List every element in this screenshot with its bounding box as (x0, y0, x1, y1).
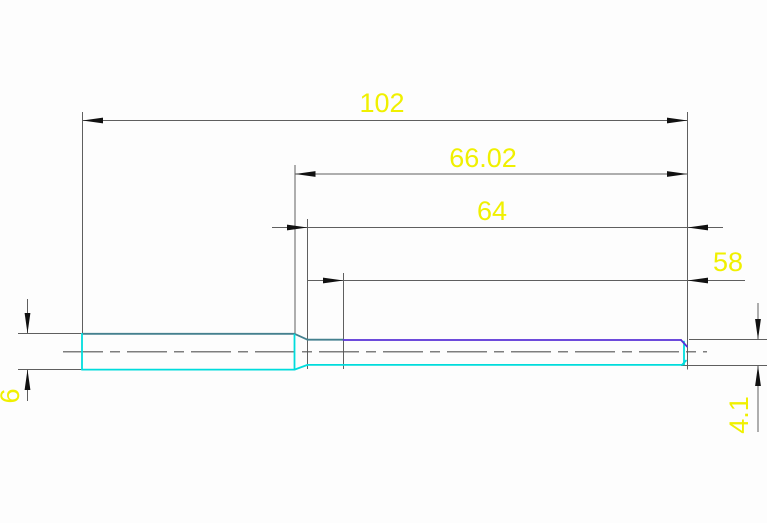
dim-label-length-to-taper-end: 64 (476, 196, 508, 226)
dim-label-right-section-length: 58 (712, 247, 744, 277)
part-edges-purple (342, 339, 688, 348)
edge-taper-top (293, 332, 309, 341)
part-edges-cyan (81, 332, 687, 371)
dim-label-left-diameter: 6 (0, 366, 25, 426)
arrowheads (24, 117, 761, 390)
arrow-6-top (24, 313, 31, 334)
dim-label-length-to-taper-start: 66.02 (449, 143, 517, 173)
arrow-64-left (287, 224, 308, 231)
arrow-102-left (82, 117, 103, 124)
arrow-102-right (667, 117, 688, 124)
arrow-58-right (687, 277, 708, 284)
dim-label-overall-length: 102 (359, 88, 405, 118)
part-edges-teal (81, 332, 345, 341)
dimension-linework (18, 112, 767, 432)
edge-chamfer-top (680, 339, 688, 348)
arrow-6602-right (667, 171, 688, 177)
arrow-6-bottom (24, 369, 31, 390)
arrow-58-left (323, 277, 344, 284)
edge-taper-bottom (293, 363, 309, 371)
arrow-64-right (687, 224, 708, 231)
arrow-6602-left (295, 171, 316, 177)
arrow-41-bottom (755, 365, 761, 386)
dim-label-right-diameter: 4.1 (724, 396, 754, 434)
arrow-41-top (755, 319, 761, 340)
